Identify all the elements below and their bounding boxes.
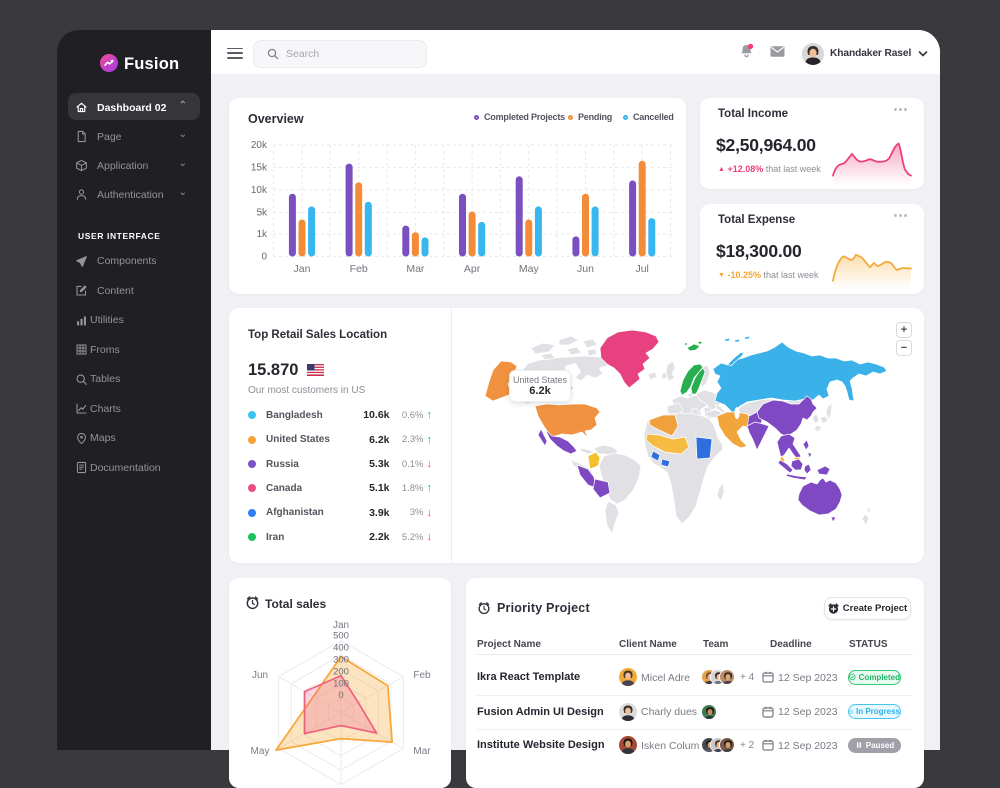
svg-text:Jan: Jan xyxy=(294,263,311,275)
svg-text:Apr: Apr xyxy=(464,263,481,275)
svg-text:0: 0 xyxy=(338,690,343,701)
svg-text:0: 0 xyxy=(261,252,267,263)
svg-text:Jun: Jun xyxy=(252,670,268,681)
svg-text:200: 200 xyxy=(333,667,349,678)
svg-text:15k: 15k xyxy=(251,163,268,174)
svg-text:1k: 1k xyxy=(256,229,268,240)
svg-text:May: May xyxy=(251,746,270,757)
svg-text:500: 500 xyxy=(333,631,349,642)
svg-text:Mar: Mar xyxy=(413,746,431,757)
svg-text:Feb: Feb xyxy=(413,670,431,681)
svg-text:Jul: Jul xyxy=(635,263,648,275)
svg-text:May: May xyxy=(519,263,540,275)
svg-text:20k: 20k xyxy=(251,140,268,151)
svg-text:100: 100 xyxy=(333,679,349,690)
svg-text:Jan: Jan xyxy=(333,620,349,631)
svg-text:Feb: Feb xyxy=(350,263,368,275)
svg-text:Mar: Mar xyxy=(406,263,425,275)
svg-text:5k: 5k xyxy=(256,208,268,219)
svg-text:Jun: Jun xyxy=(577,263,594,275)
svg-text:10k: 10k xyxy=(251,185,268,196)
svg-text:300: 300 xyxy=(333,655,349,666)
svg-text:400: 400 xyxy=(333,643,349,654)
